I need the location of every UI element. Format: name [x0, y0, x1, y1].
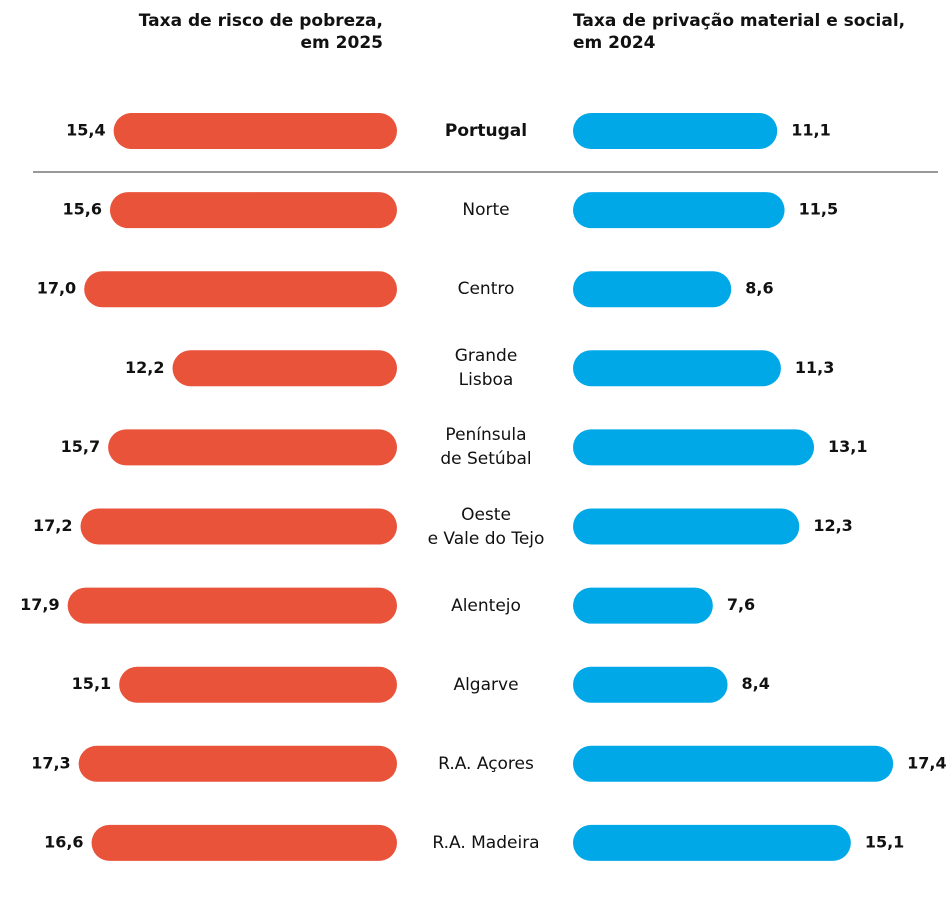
- bar: [573, 113, 778, 149]
- category-label: Alentejo: [451, 595, 521, 616]
- value-label: 12,3: [813, 516, 852, 535]
- value-label: 17,4: [907, 753, 946, 772]
- value-label: 12,2: [125, 358, 164, 377]
- value-label: 15,1: [72, 674, 111, 693]
- value-label: 11,1: [791, 121, 830, 140]
- category-label: Portugal: [444, 121, 528, 141]
- bar: [573, 192, 785, 229]
- bar: [573, 508, 800, 545]
- category-label: Norte: [462, 200, 510, 221]
- value-label: 15,6: [62, 200, 101, 219]
- value-label: 11,3: [795, 358, 834, 377]
- bar: [573, 587, 713, 624]
- bar: [113, 113, 397, 149]
- category-label: R.A. Madeira: [432, 832, 540, 853]
- bar: [573, 429, 815, 466]
- value-label: 15,4: [66, 121, 105, 140]
- bar: [80, 508, 398, 545]
- bar: [573, 824, 851, 861]
- bar: [91, 824, 397, 861]
- bar: [573, 271, 732, 308]
- bar: [573, 350, 781, 387]
- value-label: 8,4: [742, 674, 770, 693]
- value-label: 8,6: [745, 279, 773, 298]
- value-label: 15,7: [61, 437, 100, 456]
- value-label: 7,6: [727, 595, 755, 614]
- bar: [67, 587, 397, 624]
- value-label: 13,1: [828, 437, 867, 456]
- bar: [78, 745, 398, 782]
- bar: [172, 350, 397, 387]
- bar: [108, 429, 398, 466]
- left-title: Taxa de risco de pobreza, em 2025: [138, 11, 383, 53]
- bar: [119, 666, 397, 703]
- category-label: Oeste e Vale do Tejo: [427, 504, 545, 549]
- category-label: Centro: [457, 279, 515, 300]
- bar: [573, 745, 894, 782]
- bar: [573, 666, 728, 703]
- value-label: 17,2: [33, 516, 72, 535]
- value-label: 17,0: [37, 279, 76, 298]
- bar: [84, 271, 397, 308]
- category-label: Grande Lisboa: [454, 346, 518, 391]
- bar: [109, 192, 398, 229]
- category-label: R.A. Açores: [438, 753, 534, 774]
- category-label: Algarve: [453, 674, 519, 695]
- value-label: 16,6: [44, 832, 83, 851]
- value-label: 17,9: [20, 595, 59, 614]
- value-label: 15,1: [865, 832, 904, 851]
- right-title: Taxa de privação material e social, em 2…: [573, 11, 906, 53]
- value-label: 17,3: [31, 753, 70, 772]
- value-label: 11,5: [799, 200, 838, 219]
- category-label: Península de Setúbal: [440, 425, 532, 470]
